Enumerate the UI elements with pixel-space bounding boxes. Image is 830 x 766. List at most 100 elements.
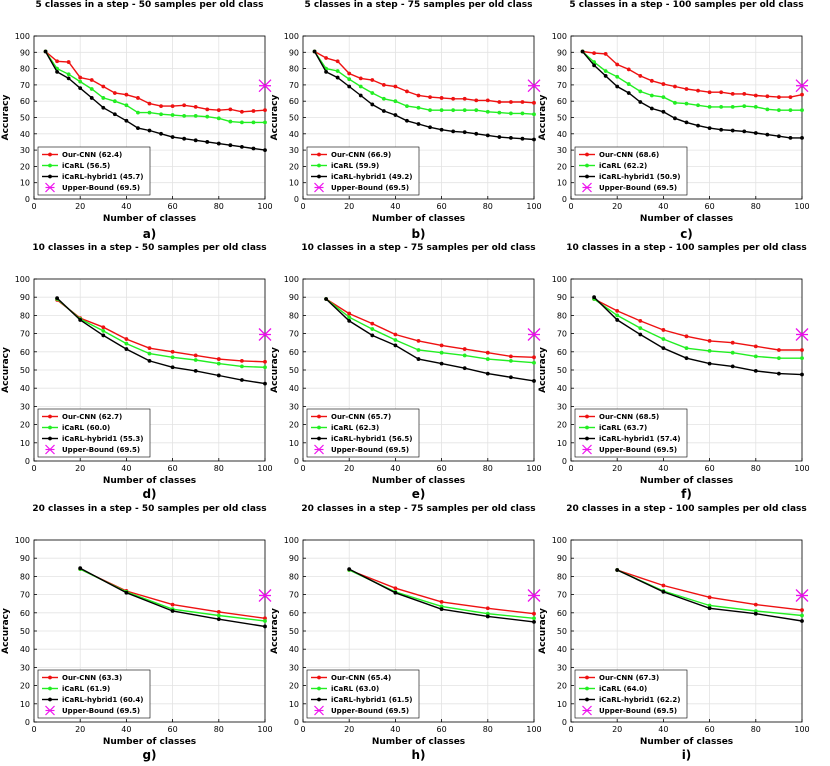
data-point: [485, 357, 490, 361]
data-point: [263, 120, 267, 125]
chart-title: 20 classes in a step - 50 samples per ol…: [32, 504, 266, 514]
y-axis-label: Accuracy: [538, 94, 548, 140]
y-tick-label: 40: [557, 130, 567, 139]
data-point: [263, 148, 267, 153]
chart-panel: 0 10 20 30 40 50 60 70 80 90 100 0 20 40 60 80 100 20 cla…: [270, 504, 542, 762]
data-point: [428, 95, 432, 100]
data-point: [462, 130, 467, 135]
y-tick-label: 10: [557, 700, 567, 709]
y-tick-label: 20: [289, 421, 299, 430]
data-point: [753, 131, 758, 135]
data-point: [509, 135, 513, 140]
upper-bound-marker: [527, 79, 541, 93]
data-point: [263, 624, 267, 629]
y-tick-label: 30: [557, 663, 567, 672]
data-point: [730, 105, 735, 109]
data-point: [205, 107, 210, 112]
legend-marker: [585, 414, 589, 419]
data-point: [78, 79, 83, 84]
data-point: [626, 82, 631, 86]
y-axis-label: Accuracy: [270, 347, 280, 393]
data-point: [626, 91, 631, 95]
upper-bound-marker: [795, 79, 809, 93]
data-point: [615, 318, 620, 322]
legend-marker: [317, 163, 321, 168]
data-point: [684, 120, 689, 125]
legend-label: Upper-Bound (69.5): [599, 446, 677, 454]
data-point: [638, 100, 643, 104]
y-tick-label: 50: [20, 627, 30, 636]
data-point: [532, 137, 536, 142]
data-point: [626, 67, 631, 72]
y-tick-label: 90: [289, 48, 299, 57]
y-tick-label: 10: [20, 179, 30, 188]
data-point: [216, 613, 221, 618]
data-point: [696, 103, 700, 108]
data-point: [485, 614, 490, 619]
x-tick-label: 0: [31, 725, 36, 734]
y-tick-label: 30: [557, 402, 567, 411]
data-point: [509, 375, 513, 380]
data-point: [673, 100, 677, 105]
y-tick-label: 100: [284, 275, 299, 284]
chart-panel: 0 10 20 30 40 50 60 70 80 90 100 0 20 40 60 80 100 10 cla…: [270, 243, 542, 501]
data-point: [324, 56, 328, 60]
y-tick-label: 80: [20, 311, 30, 320]
legend-label: iCaRL-hybrid1 (56.5): [331, 435, 412, 443]
y-tick-label: 90: [557, 48, 567, 57]
data-point: [347, 71, 352, 76]
legend-marker: [585, 174, 589, 179]
x-tick-label: 0: [300, 202, 305, 211]
legend-label: Our-CNN (67.3): [599, 674, 659, 682]
data-point: [263, 108, 267, 113]
x-tick-label: 80: [483, 725, 493, 734]
x-tick-label: 20: [75, 202, 85, 211]
data-point: [182, 136, 187, 141]
x-tick-label: 80: [214, 725, 224, 734]
legend-marker: [48, 152, 52, 157]
data-point: [520, 100, 525, 104]
x-axis-label: Number of classes: [103, 214, 196, 224]
data-point: [684, 87, 689, 91]
data-point: [800, 372, 804, 377]
y-tick-label: 100: [15, 275, 30, 284]
y-tick-label: 50: [557, 114, 567, 123]
y-tick-label: 40: [289, 384, 299, 393]
data-point: [347, 567, 352, 572]
y-tick-label: 60: [20, 97, 30, 106]
x-tick-label: 60: [705, 202, 715, 211]
x-tick-label: 60: [705, 464, 715, 473]
chart-panel: 0 10 20 30 40 50 60 70 80 90 100 0 20 40 60 80 100 5 clas…: [270, 0, 542, 241]
y-tick-label: 90: [20, 554, 30, 563]
chart-title: 10 classes in a step - 75 samples per ol…: [301, 243, 535, 253]
y-tick-label: 40: [20, 645, 30, 654]
data-point: [580, 49, 585, 54]
upper-bound-marker: [258, 328, 272, 341]
data-point: [753, 354, 758, 359]
upper-bound-marker: [527, 589, 541, 602]
data-point: [78, 566, 83, 571]
data-point: [474, 131, 479, 136]
legend-label: Our-CNN (66.9): [331, 151, 391, 159]
y-tick-label: 0: [294, 718, 299, 727]
data-point: [347, 318, 352, 323]
data-point: [216, 357, 221, 361]
x-tick-label: 0: [568, 464, 573, 473]
data-point: [228, 107, 233, 112]
data-point: [439, 361, 444, 366]
x-axis-label: Number of classes: [640, 737, 733, 747]
series-line: [325, 298, 535, 382]
upper-bound-marker: [258, 589, 272, 602]
legend-label: iCaRL-hybrid1 (61.5): [331, 696, 412, 704]
data-point: [193, 358, 198, 362]
data-point: [719, 127, 724, 132]
data-point: [147, 128, 152, 133]
legend-marker: [48, 675, 52, 680]
y-tick-label: 30: [289, 146, 299, 155]
data-point: [707, 338, 712, 343]
x-tick-label: 40: [390, 725, 400, 734]
legend-upper-bound-marker: [582, 182, 592, 193]
chart-title: 5 classes in a step - 75 samples per old…: [305, 0, 533, 10]
legend-marker: [317, 414, 321, 419]
